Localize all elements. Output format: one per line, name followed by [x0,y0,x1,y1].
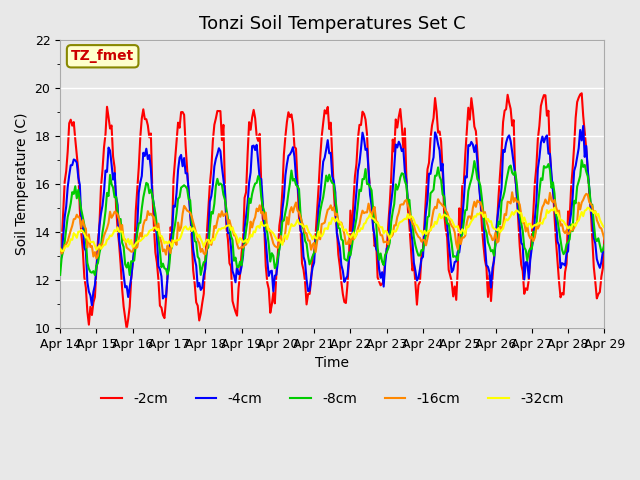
-32cm [536,220,543,226]
-8cm [56,272,64,278]
-2cm [578,90,586,96]
-4cm [88,302,96,308]
-4cm [386,212,394,217]
-16cm [56,246,64,252]
-8cm [600,242,608,248]
-8cm [91,272,99,278]
-32cm [159,236,167,242]
-16cm [537,212,545,217]
-8cm [398,170,406,176]
-16cm [386,233,394,239]
-32cm [398,218,406,224]
-2cm [123,326,131,332]
-16cm [93,255,100,261]
-2cm [398,123,406,129]
-2cm [72,136,79,142]
Line: -2cm: -2cm [60,93,604,329]
Line: -32cm: -32cm [60,208,604,251]
-4cm [72,157,79,163]
-4cm [536,155,543,161]
Title: Tonzi Soil Temperatures Set C: Tonzi Soil Temperatures Set C [199,15,465,33]
-2cm [600,234,608,240]
-4cm [159,296,167,301]
-32cm [600,225,608,230]
-8cm [159,261,167,266]
Legend: -2cm, -4cm, -8cm, -16cm, -32cm: -2cm, -4cm, -8cm, -16cm, -32cm [95,387,569,412]
-16cm [72,216,79,222]
-8cm [386,240,394,246]
-2cm [56,260,64,265]
-16cm [159,248,167,254]
-32cm [550,205,558,211]
-32cm [73,235,81,240]
-16cm [508,190,516,195]
-8cm [72,183,79,189]
-8cm [368,187,376,193]
-16cm [368,214,376,219]
-8cm [536,189,543,194]
-4cm [56,258,64,264]
-4cm [579,123,587,129]
Text: TZ_fmet: TZ_fmet [71,49,134,63]
-2cm [536,123,543,129]
-16cm [398,202,406,207]
X-axis label: Time: Time [316,356,349,370]
-2cm [386,201,394,207]
-2cm [368,199,376,205]
-4cm [398,148,406,154]
Line: -8cm: -8cm [60,160,604,275]
-32cm [56,246,64,252]
-8cm [578,157,586,163]
Y-axis label: Soil Temperature (C): Soil Temperature (C) [15,113,29,255]
Line: -16cm: -16cm [60,192,604,258]
-32cm [58,248,65,254]
-2cm [159,312,167,318]
-16cm [600,236,608,242]
-32cm [368,215,376,221]
Line: -4cm: -4cm [60,126,604,305]
-4cm [600,249,608,255]
-4cm [368,202,376,208]
-32cm [386,236,394,242]
